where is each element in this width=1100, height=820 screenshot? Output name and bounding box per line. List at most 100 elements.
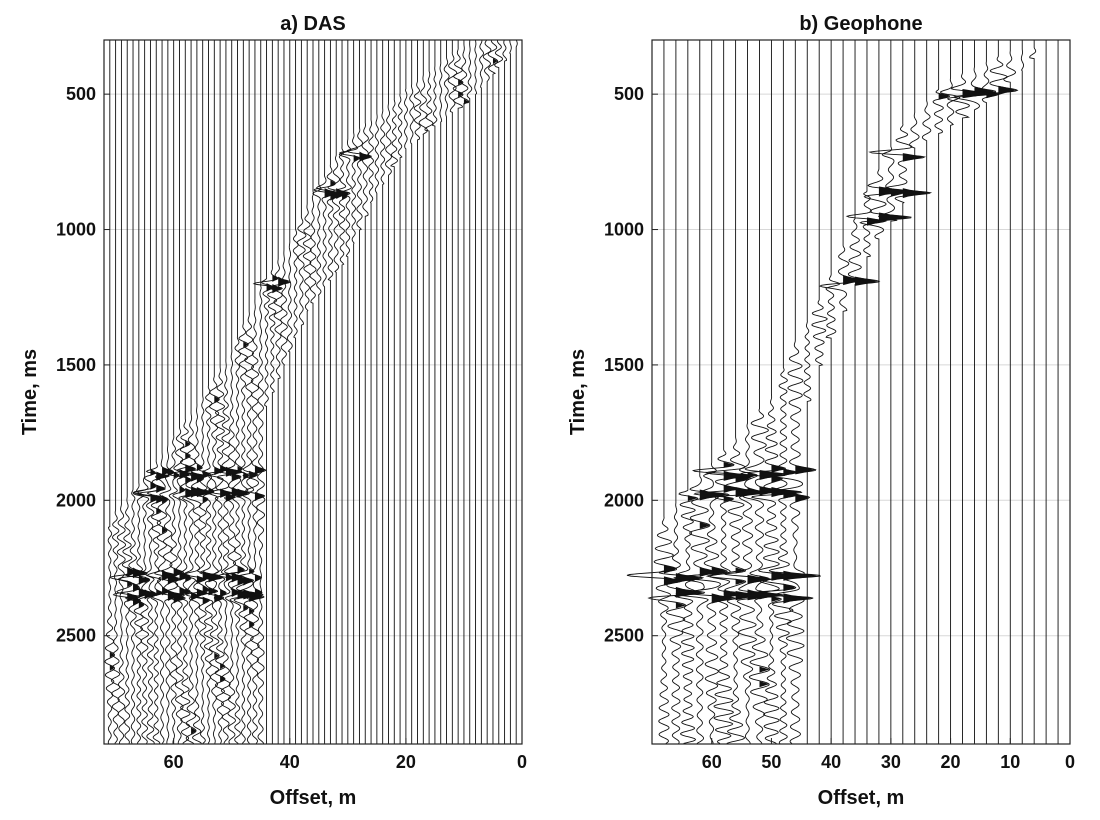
trace-wiggle	[479, 39, 484, 744]
panel-das-title: a) DAS	[280, 13, 346, 35]
trace-wiggle	[313, 40, 343, 744]
x-tick-label: 50	[761, 752, 781, 772]
trace	[439, 40, 443, 744]
trace	[413, 40, 422, 744]
trace	[986, 40, 1019, 744]
trace	[176, 40, 210, 744]
trace	[1020, 40, 1025, 744]
trace-wiggle	[374, 40, 380, 744]
trace	[292, 40, 299, 744]
trace-wiggle	[256, 40, 266, 744]
trace-fill	[173, 471, 186, 604]
panel-geophone-x-axis-label: Offset, m	[818, 787, 905, 809]
panel-das-x-axis-label: Offset, m	[270, 787, 357, 809]
trace	[346, 40, 372, 744]
y-tick-label: 500	[614, 84, 644, 104]
trace	[847, 40, 881, 744]
x-tick-label: 30	[881, 752, 901, 772]
trace	[124, 40, 156, 744]
trace-wiggle	[466, 40, 473, 744]
trace-wiggle	[674, 40, 699, 744]
trace	[315, 40, 340, 744]
trace-wiggle	[424, 40, 434, 744]
x-tick-label: 10	[1000, 752, 1020, 772]
trace	[205, 40, 234, 744]
trace	[424, 40, 434, 744]
y-tick-label: 2000	[604, 490, 644, 510]
y-tick-label: 1500	[604, 355, 644, 375]
trace	[740, 40, 803, 744]
trace-wiggle	[390, 40, 398, 744]
trace	[811, 40, 828, 744]
trace-wiggle	[1029, 40, 1037, 744]
trace-wiggle	[205, 40, 234, 744]
trace-wiggle	[981, 40, 1000, 744]
trace-wiggle	[176, 40, 210, 744]
trace-wiggle	[626, 40, 683, 744]
trace	[459, 40, 470, 744]
trace	[479, 39, 484, 744]
trace	[409, 40, 415, 744]
panel-geophone: 60 50 40 30 20 10 0 500 1000 1500 2000 2500 b) Geo…	[567, 13, 1075, 809]
y-tick-label: 2500	[604, 626, 644, 646]
trace	[932, 40, 951, 744]
x-tick-label: 60	[164, 752, 184, 772]
panel-geophone-y-axis-label: Time, ms	[567, 349, 589, 435]
trace	[418, 40, 428, 744]
trace	[104, 40, 116, 744]
trace-wiggle	[811, 40, 828, 744]
panel-geophone-frame	[651, 39, 1071, 745]
trace	[803, 40, 812, 744]
trace-wiggle	[740, 40, 803, 744]
trace-wiggle	[158, 40, 186, 744]
trace-wiggle	[380, 40, 386, 744]
trace-wiggle	[515, 39, 518, 744]
trace-fill	[795, 465, 816, 502]
trace	[845, 40, 887, 744]
trace	[146, 40, 178, 744]
x-tick-label: 0	[517, 752, 527, 772]
trace-wiggle	[431, 40, 438, 744]
trace	[167, 40, 200, 744]
panel-das-y-axis-label: Time, ms	[19, 349, 41, 435]
trace	[210, 40, 243, 744]
trace-wiggle	[154, 40, 185, 744]
trace-wiggle	[947, 40, 995, 744]
trace	[390, 40, 398, 744]
trace	[431, 40, 438, 744]
trace-wiggle	[932, 40, 951, 744]
trace	[218, 40, 248, 744]
trace	[515, 39, 518, 744]
trace-wiggle	[452, 40, 464, 744]
trace	[509, 39, 512, 744]
trace	[302, 40, 312, 744]
panel-das-y-ticks: 500 1000 1500 2000 2500	[56, 84, 110, 646]
trace-wiggle	[385, 40, 392, 744]
trace-wiggle	[315, 40, 340, 744]
trace	[447, 40, 458, 744]
trace	[116, 40, 127, 744]
trace	[109, 40, 141, 744]
trace	[1003, 40, 1017, 744]
trace	[482, 39, 492, 744]
x-tick-label: 20	[396, 752, 416, 772]
panel-geophone-plot-area	[652, 40, 1070, 744]
trace	[252, 40, 283, 744]
trace	[261, 40, 275, 744]
trace	[185, 40, 221, 744]
trace-wiggle	[210, 40, 243, 744]
panel-geophone-x-ticks: 60 50 40 30 20 10 0	[702, 738, 1075, 772]
trace-wiggle	[338, 40, 352, 744]
trace	[313, 40, 343, 744]
y-tick-label: 1500	[56, 355, 96, 375]
trace-wiggle	[482, 39, 492, 744]
trace	[1029, 40, 1037, 744]
trace-wiggle	[268, 40, 291, 744]
trace-wiggle	[819, 40, 864, 744]
trace-wiggle	[181, 40, 215, 744]
panel-das-x-ticks: 60 40 20 0	[164, 738, 527, 772]
panel-geophone-traces	[626, 40, 1059, 744]
trace-wiggle	[1020, 40, 1025, 744]
trace-wiggle	[673, 40, 731, 744]
trace-wiggle	[292, 40, 299, 744]
